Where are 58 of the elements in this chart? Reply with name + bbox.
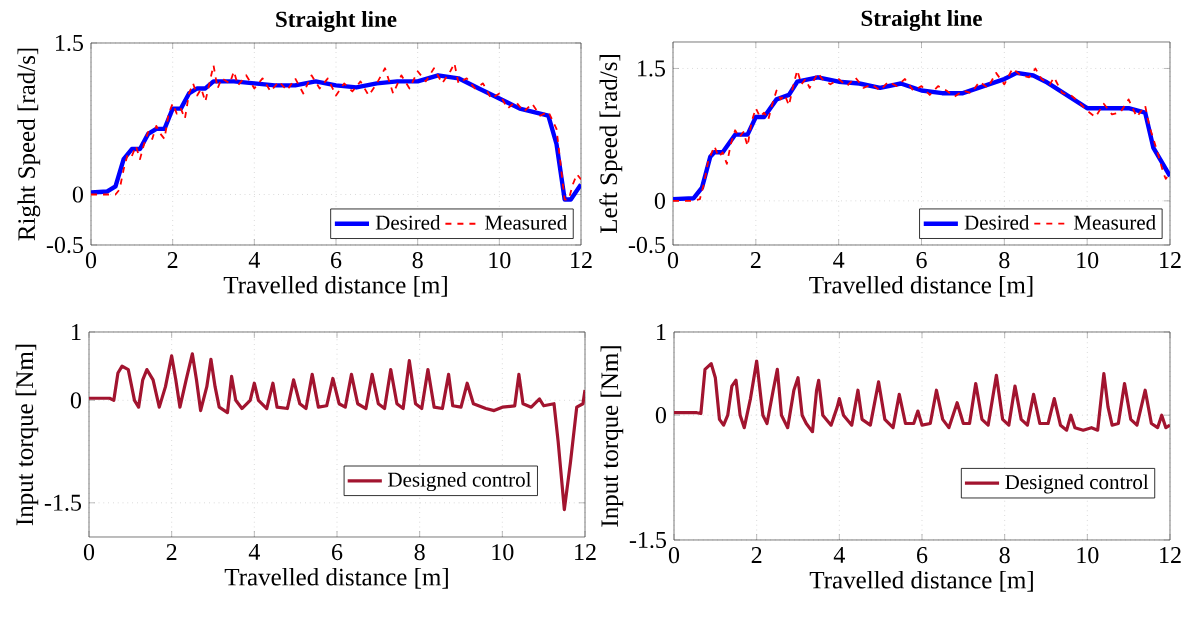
x-tick-label: 8 [412, 252, 423, 269]
y-tick-label: -1.5 [44, 494, 82, 511]
x-tick-label: 12 [571, 252, 592, 268]
y-tick-label: 0 [70, 392, 82, 409]
x-axis-title: Travelled distance [m] [224, 567, 448, 589]
y-tick-label: 1 [72, 324, 81, 340]
x-tick-label: 2 [167, 252, 178, 268]
x-tick-label: 10 [1077, 547, 1099, 564]
x-tick-label: 12 [575, 544, 596, 560]
x-tick-label: 8 [999, 252, 1010, 269]
y-tick-label: 0 [655, 407, 667, 424]
line-series [89, 352, 585, 512]
y-tick-label: 1.5 [638, 60, 666, 77]
legend-label: Measured [1073, 214, 1156, 230]
legend-label: Measured [485, 214, 567, 230]
chart-title: Straight line [276, 10, 397, 32]
x-tick-label: 0 [667, 252, 679, 269]
legend-label: Desired [964, 214, 1030, 230]
y-tick-label: 1.5 [56, 34, 84, 52]
x-tick-label: 10 [1077, 252, 1099, 269]
x-tick-label: 4 [833, 252, 845, 268]
x-tick-label: 10 [489, 252, 511, 269]
y-axis-title: Right Speed [rad/s] [17, 48, 41, 241]
x-tick-label: 10 [492, 544, 514, 561]
x-tick-label: 2 [751, 547, 762, 563]
x-tick-label: 12 [1160, 252, 1181, 268]
y-tick-label: -0.5 [46, 236, 84, 254]
y-axis-title: Left Speed [rad/s] [599, 55, 623, 234]
x-tick-label: 6 [916, 252, 927, 269]
x-tick-label: 2 [750, 252, 761, 268]
y-axis-title: Input torque [Nm] [600, 346, 624, 527]
x-tick-label: 12 [1160, 547, 1181, 563]
x-tick-label: 2 [166, 544, 177, 560]
x-tick-label: 6 [331, 252, 342, 269]
x-axis-title: Travelled distance [m] [809, 570, 1033, 592]
x-tick-label: 4 [248, 252, 260, 268]
legend-label: Desired [375, 214, 441, 230]
x-tick-label: 4 [248, 544, 260, 560]
legend-label: Designed control [388, 472, 532, 492]
x-tick-label: 6 [917, 547, 928, 564]
x-tick-label: 0 [85, 252, 97, 269]
y-tick-label: -0.5 [628, 236, 666, 254]
y-tick-label: 1 [657, 324, 666, 340]
y-axis-title: Input torque [Nm] [15, 344, 39, 526]
line-series [674, 359, 1170, 434]
x-tick-label: 8 [414, 544, 425, 561]
x-tick-label: 0 [668, 547, 680, 564]
x-axis-title: Travelled distance [m] [809, 275, 1033, 297]
x-tick-label: 0 [83, 544, 95, 561]
x-tick-label: 4 [833, 547, 845, 563]
x-axis-title: Travelled distance [m] [223, 275, 447, 297]
legend-label: Designed control [1005, 474, 1149, 494]
y-tick-label: -1.5 [629, 531, 667, 549]
y-tick-label: 0 [72, 186, 84, 203]
x-tick-label: 8 [999, 547, 1010, 564]
x-tick-label: 6 [332, 544, 343, 561]
chart-title: Straight line [861, 9, 982, 31]
y-tick-label: 0 [654, 192, 666, 209]
